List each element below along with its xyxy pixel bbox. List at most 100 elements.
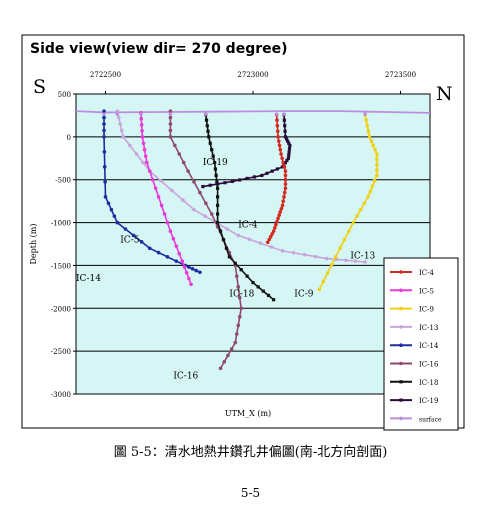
legend-marker bbox=[399, 343, 403, 348]
point-ic-9 bbox=[359, 208, 363, 212]
point-ic-5 bbox=[168, 229, 173, 233]
point-ic-4 bbox=[268, 234, 273, 239]
y-tick-label: -2000 bbox=[51, 305, 71, 313]
legend-label: IC-13 bbox=[419, 324, 438, 332]
point-ic-16 bbox=[239, 306, 243, 311]
point-ic-5 bbox=[145, 160, 149, 165]
annotation-label: IC-19 bbox=[203, 158, 228, 168]
point-ic-16 bbox=[229, 347, 234, 351]
point-ic-14 bbox=[156, 250, 161, 255]
y-tick-label: 500 bbox=[58, 91, 71, 99]
point-ic-19 bbox=[282, 118, 286, 122]
point-ic-5 bbox=[162, 212, 167, 216]
annotation-label: IC-13 bbox=[350, 252, 375, 262]
line-surface bbox=[75, 110, 431, 114]
point-ic-4 bbox=[277, 139, 281, 143]
point-ic-4 bbox=[279, 206, 284, 211]
point-ic-19 bbox=[284, 137, 289, 141]
point-ic-18 bbox=[233, 261, 237, 265]
y-tick-label: -1500 bbox=[51, 262, 71, 270]
annotation-label: IC-9 bbox=[294, 289, 313, 299]
point-ic-14 bbox=[131, 233, 136, 238]
point-ic-18 bbox=[216, 212, 220, 216]
point-ic-18 bbox=[266, 293, 271, 298]
x-tick-label: 2722500 bbox=[90, 71, 121, 79]
point-ic-13 bbox=[118, 122, 123, 126]
x-tick-label: 2723500 bbox=[385, 71, 416, 79]
point-ic-5 bbox=[165, 220, 170, 225]
point-ic-9 bbox=[317, 287, 321, 292]
legend-item-ic-13: IC-13 bbox=[390, 324, 438, 332]
chart-frame: 500 0 -500 -1000 -1500 -2000 -2500 -3000 2722500… bbox=[21, 34, 465, 431]
point-ic-14 bbox=[187, 265, 191, 269]
point-ic-14 bbox=[198, 270, 202, 275]
point-ic-19 bbox=[287, 153, 291, 157]
point-ic-16 bbox=[168, 135, 173, 139]
point-ic-5 bbox=[147, 169, 152, 173]
point-ic-5 bbox=[140, 135, 145, 139]
point-ic-13 bbox=[121, 135, 125, 139]
point-ic-14 bbox=[102, 128, 106, 133]
point-ic-13 bbox=[344, 258, 348, 263]
point-ic-9 bbox=[347, 229, 351, 233]
point-ic-9 bbox=[367, 135, 372, 139]
point-surface bbox=[204, 112, 208, 116]
point-ic-19 bbox=[270, 169, 274, 173]
point-ic-4 bbox=[267, 237, 272, 242]
point-ic-9 bbox=[366, 129, 371, 133]
point-ic-19 bbox=[223, 181, 227, 185]
y-tick-label: -2500 bbox=[51, 348, 71, 356]
point-ic-5 bbox=[177, 251, 182, 256]
page-number: 5-5 bbox=[240, 486, 261, 500]
point-ic-4 bbox=[283, 182, 288, 186]
point-ic-18 bbox=[216, 186, 220, 190]
legend-marker bbox=[399, 380, 403, 384]
point-ic-19 bbox=[201, 184, 205, 189]
point-ic-18 bbox=[245, 274, 249, 278]
point-ic-13 bbox=[203, 214, 207, 218]
legend-label: IC-18 bbox=[419, 379, 438, 387]
point-ic-19 bbox=[275, 167, 279, 171]
point-ic-4 bbox=[280, 156, 284, 161]
point-ic-19 bbox=[252, 175, 257, 179]
point-ic-16 bbox=[198, 190, 202, 195]
point-ic-13 bbox=[192, 207, 196, 212]
point-ic-13 bbox=[258, 241, 263, 245]
point-ic-9 bbox=[351, 220, 355, 225]
point-ic-13 bbox=[363, 260, 367, 264]
point-surface bbox=[282, 112, 286, 116]
legend-marker bbox=[399, 288, 403, 293]
point-ic-4 bbox=[275, 129, 280, 134]
point-ic-4 bbox=[283, 177, 288, 182]
point-ic-9 bbox=[375, 152, 379, 156]
point-ic-19 bbox=[283, 160, 288, 165]
point-ic-13 bbox=[236, 233, 241, 238]
point-ic-18 bbox=[211, 154, 215, 158]
point-ic-13 bbox=[119, 128, 124, 133]
point-ic-13 bbox=[324, 256, 329, 261]
point-ic-5 bbox=[156, 195, 161, 199]
legend-marker bbox=[399, 325, 403, 329]
point-ic-14 bbox=[194, 268, 199, 273]
point-ic-9 bbox=[366, 195, 370, 199]
legend-marker bbox=[399, 416, 403, 421]
point-ic-19 bbox=[286, 139, 290, 143]
point-ic-5 bbox=[171, 236, 176, 241]
point-ic-19 bbox=[285, 158, 289, 163]
point-ic-19 bbox=[265, 171, 269, 175]
point-ic-14 bbox=[103, 180, 107, 184]
point-ic-9 bbox=[373, 179, 377, 183]
point-ic-13 bbox=[247, 237, 252, 242]
legend: IC-4 IC-5 IC-9 IC-13 IC-14 IC-16 IC-18 IC-19 sur… bbox=[383, 257, 459, 431]
axes: 500 0 -500 -1000 -1500 -2000 -2500 -3000 2722500… bbox=[51, 71, 416, 399]
point-ic-4 bbox=[272, 226, 277, 230]
point-ic-18 bbox=[218, 229, 223, 233]
point-ic-19 bbox=[286, 156, 290, 160]
point-ic-13 bbox=[170, 188, 174, 193]
point-ic-13 bbox=[141, 160, 145, 165]
point-surface bbox=[363, 112, 367, 116]
point-ic-18 bbox=[239, 268, 243, 272]
point-ic-9 bbox=[364, 118, 368, 122]
point-ic-4 bbox=[282, 195, 286, 199]
point-ic-18 bbox=[213, 167, 217, 171]
